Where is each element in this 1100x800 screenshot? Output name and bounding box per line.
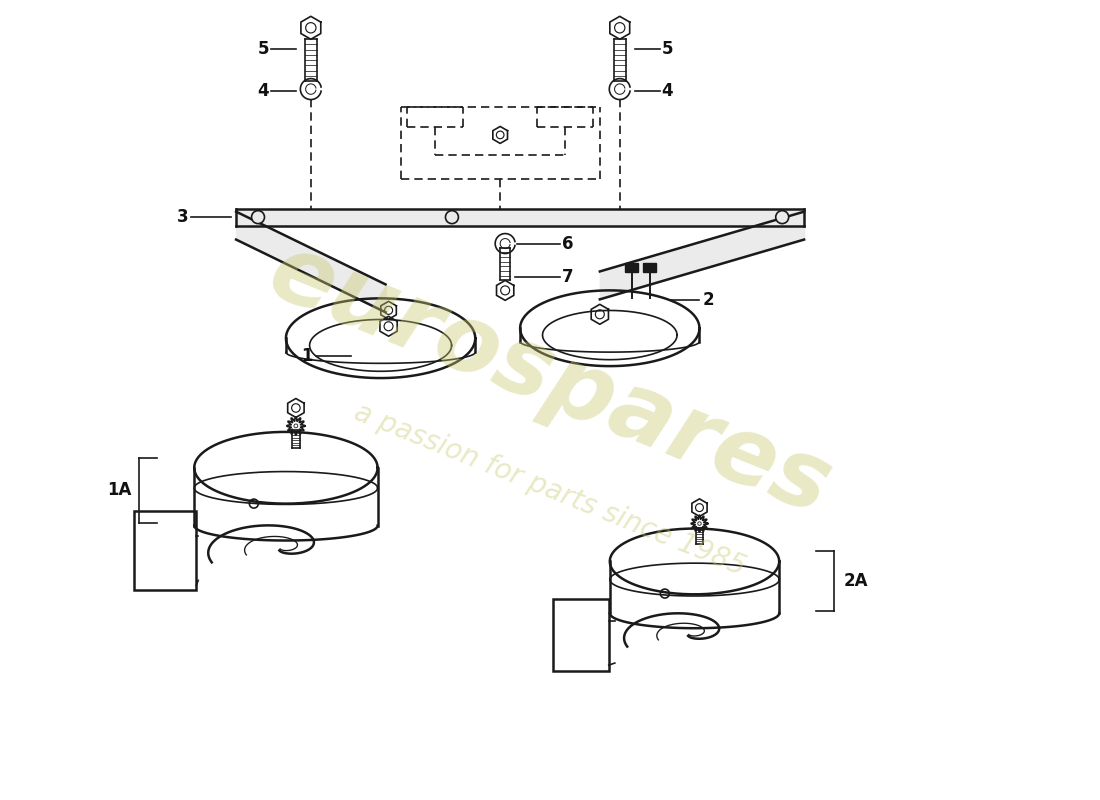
Text: 2: 2: [703, 291, 714, 310]
Polygon shape: [625, 263, 638, 273]
Text: 7: 7: [562, 269, 573, 286]
Text: a passion for parts since 1985: a passion for parts since 1985: [350, 398, 750, 582]
Circle shape: [776, 210, 789, 224]
Text: 3: 3: [177, 208, 188, 226]
Bar: [553, 599, 608, 671]
Text: eurospares: eurospares: [256, 226, 844, 534]
Text: 1A: 1A: [107, 481, 132, 499]
Text: 2A: 2A: [844, 572, 869, 590]
Polygon shape: [644, 263, 656, 273]
Text: 5: 5: [257, 40, 270, 58]
Text: 4: 4: [257, 82, 270, 100]
Text: 5: 5: [661, 40, 673, 58]
Circle shape: [252, 210, 264, 224]
Text: 4: 4: [661, 82, 673, 100]
Text: 1: 1: [301, 347, 312, 365]
Circle shape: [446, 210, 459, 224]
Bar: [134, 510, 196, 590]
Text: 6: 6: [562, 234, 573, 253]
